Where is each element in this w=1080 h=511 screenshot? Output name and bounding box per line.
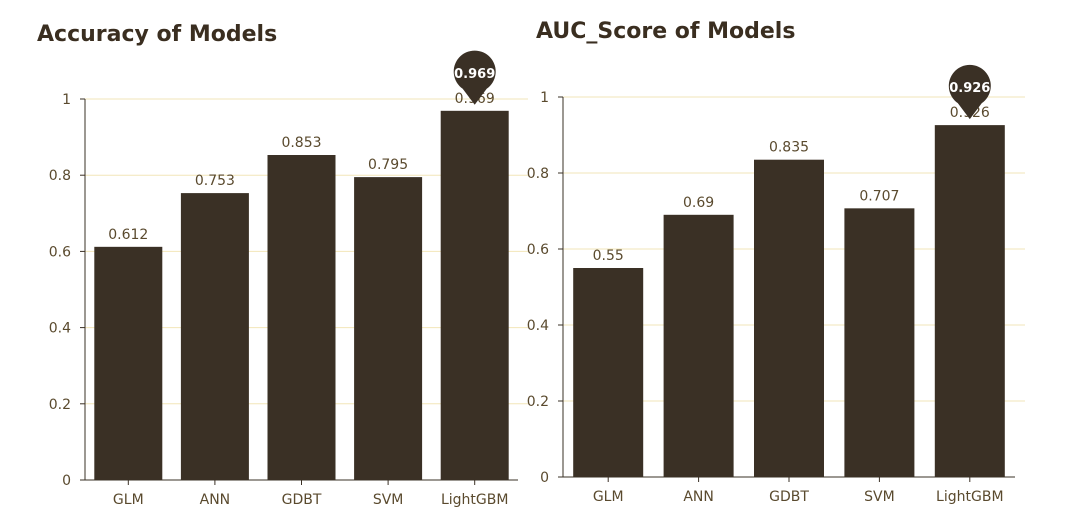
- x-tick-label: GDBT: [769, 489, 809, 505]
- bar-value-label: 0.69: [683, 195, 714, 211]
- y-tick-label: 0.2: [49, 397, 71, 413]
- bar-gdbt: [754, 159, 824, 477]
- y-tick-label: 0.6: [49, 244, 71, 260]
- y-tick-label: 0.4: [527, 318, 549, 334]
- bar-value-label: 0.612: [108, 227, 148, 243]
- y-tick-label: 0.8: [527, 166, 549, 182]
- accuracy-chart: 0 0.2 0.4 0.6 0.8 1 0.612 GLM 0.753 ANN 0.853 GDBT 0…: [49, 50, 528, 508]
- y-tick-label: 0.6: [527, 242, 549, 258]
- x-tick-label: SVM: [373, 492, 404, 508]
- auc-chart: 0 0.2 0.4 0.6 0.8 1 0.55 GLM 0.69 ANN 0.835 GDBT 0.7…: [527, 64, 1025, 505]
- max-value-pin-label: 0.969: [454, 67, 495, 82]
- bar-ann: [180, 193, 249, 480]
- x-tick-label: GLM: [113, 492, 144, 508]
- y-tick-label: 0: [62, 473, 71, 489]
- bar-value-label: 0.795: [368, 157, 408, 173]
- bar-lightgbm: [440, 110, 509, 480]
- x-tick-label: LightGBM: [441, 492, 508, 508]
- y-tick-label: 1: [62, 92, 71, 108]
- bar-value-label: 0.707: [859, 188, 899, 204]
- y-tick-label: 0: [540, 470, 549, 486]
- accuracy-chart-title: Accuracy of Models: [37, 22, 278, 47]
- y-tick-label: 0.4: [49, 321, 71, 337]
- x-tick-label: ANN: [683, 489, 714, 505]
- max-value-pin-marker: [948, 64, 991, 120]
- bar-svm: [844, 208, 915, 477]
- auc-chart-panel: AUC_Score of Models 0 0.2 0.4 0.6 0.8 1 0.55 GL…: [527, 0, 1080, 511]
- y-tick-label: 0.8: [49, 168, 71, 184]
- y-tick-label: 0.2: [527, 394, 549, 410]
- bar-glm: [573, 268, 644, 477]
- bar-value-label: 0.853: [281, 135, 321, 151]
- bar-value-label: 0.753: [195, 173, 235, 189]
- x-tick-label: GDBT: [282, 492, 322, 508]
- x-tick-label: GLM: [593, 489, 624, 505]
- bar-lightgbm: [934, 125, 1005, 478]
- bar-value-label: 0.55: [593, 248, 624, 264]
- max-value-pin-marker: [453, 50, 496, 105]
- x-tick-label: LightGBM: [936, 489, 1003, 505]
- bar-svm: [354, 177, 423, 481]
- bar-value-label: 0.835: [769, 140, 809, 156]
- bar-gdbt: [267, 155, 336, 480]
- x-tick-label: SVM: [864, 489, 895, 505]
- auc-chart-title: AUC_Score of Models: [536, 19, 796, 44]
- y-tick-label: 1: [540, 90, 549, 106]
- max-value-pin-label: 0.926: [949, 81, 990, 96]
- accuracy-chart-panel: Accuracy of Models 0 0.2 0.4 0.6 0.8 1 0.612 GL…: [0, 0, 530, 511]
- bar-glm: [94, 246, 163, 480]
- x-tick-label: ANN: [200, 492, 231, 508]
- bar-ann: [663, 214, 734, 478]
